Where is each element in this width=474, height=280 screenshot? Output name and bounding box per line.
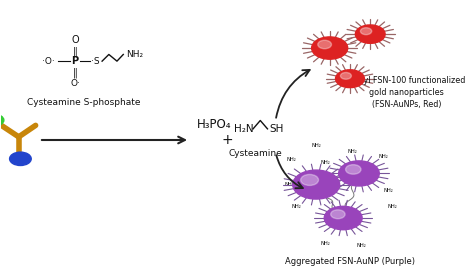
FancyArrowPatch shape bbox=[276, 155, 303, 188]
Text: NH₂: NH₂ bbox=[347, 149, 357, 154]
Circle shape bbox=[293, 170, 339, 199]
Text: O·: O· bbox=[70, 79, 80, 88]
Circle shape bbox=[0, 114, 4, 126]
Circle shape bbox=[318, 40, 331, 49]
Circle shape bbox=[340, 73, 351, 79]
Text: P: P bbox=[72, 56, 79, 66]
Text: NH₂: NH₂ bbox=[320, 241, 330, 246]
Text: NH₂: NH₂ bbox=[320, 160, 330, 165]
Text: ·O·: ·O· bbox=[42, 57, 55, 66]
Circle shape bbox=[9, 152, 31, 165]
Circle shape bbox=[356, 25, 385, 43]
Text: +: + bbox=[221, 133, 233, 147]
Text: NH₂: NH₂ bbox=[291, 204, 301, 209]
Circle shape bbox=[324, 206, 362, 230]
Text: Zonyl FSN-100 functionalized
gold nanoparticles
(FSN-AuNPs, Red): Zonyl FSN-100 functionalized gold nanopa… bbox=[347, 76, 465, 109]
Text: NH₂: NH₂ bbox=[284, 182, 294, 187]
Circle shape bbox=[346, 165, 361, 174]
Text: O: O bbox=[71, 35, 79, 45]
Text: H₂N: H₂N bbox=[234, 124, 254, 134]
Circle shape bbox=[336, 70, 365, 88]
Text: ‖: ‖ bbox=[73, 68, 77, 78]
Circle shape bbox=[360, 28, 372, 35]
Circle shape bbox=[301, 174, 319, 185]
Text: NH₂: NH₂ bbox=[126, 50, 143, 59]
Circle shape bbox=[339, 161, 379, 186]
Text: NH₂: NH₂ bbox=[388, 204, 398, 209]
Text: SH: SH bbox=[269, 124, 283, 134]
Text: NH₂: NH₂ bbox=[379, 154, 389, 159]
Text: NH₂: NH₂ bbox=[286, 157, 296, 162]
Text: Aggregated FSN-AuNP (Purple): Aggregated FSN-AuNP (Purple) bbox=[285, 257, 415, 266]
Circle shape bbox=[311, 37, 348, 59]
Text: Cysteamine S-phosphate: Cysteamine S-phosphate bbox=[27, 98, 141, 107]
Text: NH₂: NH₂ bbox=[356, 243, 366, 248]
FancyArrowPatch shape bbox=[276, 70, 310, 118]
Text: ‖: ‖ bbox=[73, 46, 77, 57]
Circle shape bbox=[331, 210, 345, 219]
Text: NH₂: NH₂ bbox=[311, 143, 321, 148]
Text: H₃PO₄: H₃PO₄ bbox=[197, 118, 231, 131]
Text: Cysteamine: Cysteamine bbox=[228, 150, 282, 158]
Text: NH₂: NH₂ bbox=[383, 188, 393, 193]
Text: ·S: ·S bbox=[91, 57, 100, 66]
